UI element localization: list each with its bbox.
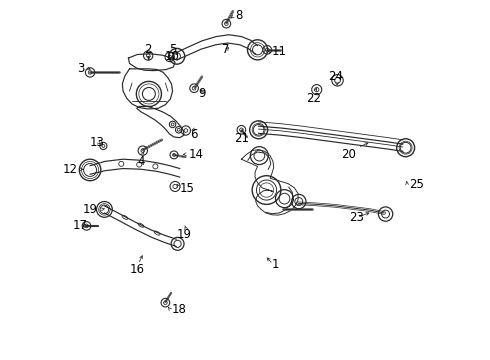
PathPatch shape bbox=[104, 206, 176, 246]
Text: 20: 20 bbox=[342, 148, 356, 161]
Text: 3: 3 bbox=[77, 62, 84, 75]
Polygon shape bbox=[128, 54, 175, 71]
Text: 14: 14 bbox=[188, 148, 203, 161]
Text: 8: 8 bbox=[235, 9, 243, 22]
Text: 16: 16 bbox=[130, 263, 145, 276]
Text: 21: 21 bbox=[234, 132, 249, 145]
Text: 19: 19 bbox=[83, 203, 98, 216]
PathPatch shape bbox=[90, 159, 180, 177]
Text: 5: 5 bbox=[170, 43, 177, 56]
Text: 17: 17 bbox=[73, 219, 88, 233]
Text: 4: 4 bbox=[137, 155, 145, 168]
Text: 1: 1 bbox=[272, 258, 279, 271]
Text: 7: 7 bbox=[221, 42, 229, 55]
Text: 18: 18 bbox=[172, 303, 187, 316]
Text: 11: 11 bbox=[272, 45, 287, 58]
Text: 12: 12 bbox=[63, 163, 78, 176]
PathPatch shape bbox=[177, 35, 258, 60]
PathPatch shape bbox=[259, 126, 403, 151]
Text: 19: 19 bbox=[176, 228, 192, 242]
Text: 2: 2 bbox=[145, 43, 152, 56]
Text: 25: 25 bbox=[409, 178, 424, 191]
Text: 13: 13 bbox=[90, 136, 105, 149]
Polygon shape bbox=[122, 69, 172, 109]
Text: 23: 23 bbox=[349, 211, 364, 224]
Text: 22: 22 bbox=[306, 92, 320, 105]
Text: 15: 15 bbox=[180, 182, 195, 195]
Polygon shape bbox=[242, 149, 298, 215]
Text: 10: 10 bbox=[165, 50, 180, 63]
Text: 24: 24 bbox=[328, 70, 343, 83]
Text: 9: 9 bbox=[198, 87, 205, 100]
Text: 6: 6 bbox=[190, 128, 198, 141]
Polygon shape bbox=[137, 107, 184, 138]
